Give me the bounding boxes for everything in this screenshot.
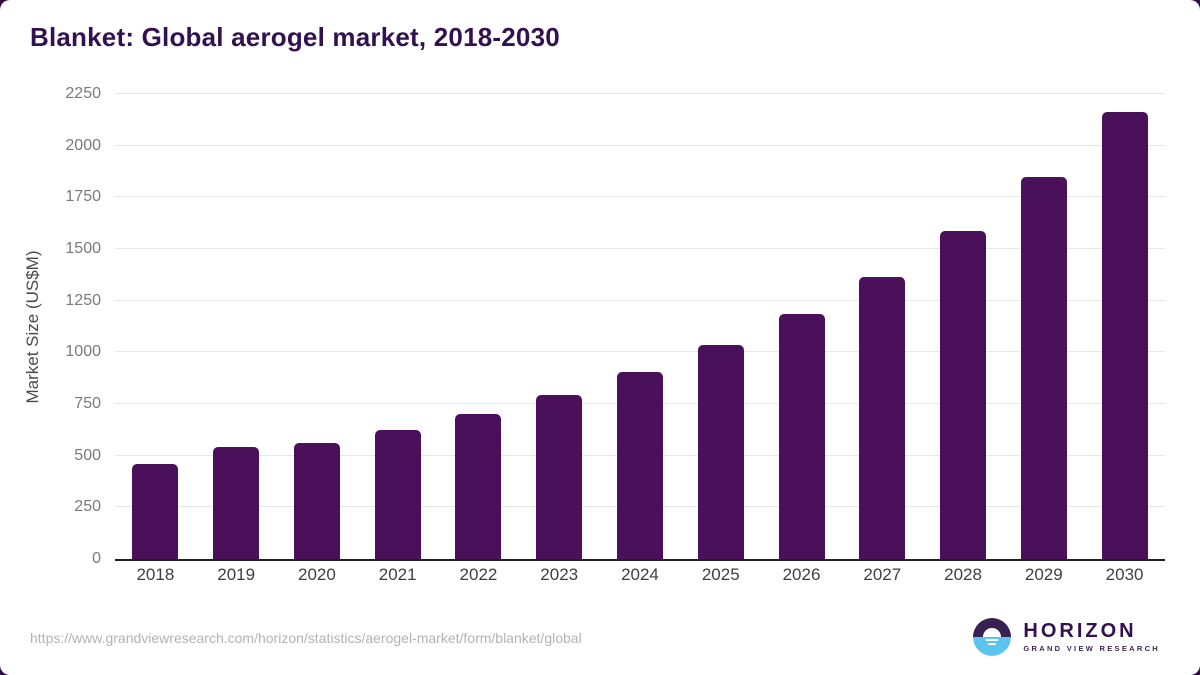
source-url: https://www.grandviewresearch.com/horizo… [30, 630, 582, 646]
bar-slot-2025 [680, 94, 761, 559]
bar-slot-2027 [842, 94, 923, 559]
x-tick-label-2026: 2026 [782, 565, 821, 584]
y-tick-label-2250: 2250 [65, 85, 101, 102]
bar-2024 [616, 371, 663, 559]
x-tick-label-2021: 2021 [378, 565, 417, 584]
chart-title: Blanket: Global aerogel market, 2018-203… [30, 22, 560, 52]
x-tick-label-2023: 2023 [540, 565, 579, 584]
x-axis-labels: 2018 2019 2020 2021 2022 2023 2024 2025 2026 2027… [115, 565, 1165, 585]
x-tick-label-2025: 2025 [701, 565, 740, 584]
y-tick-label-1500: 1500 [65, 240, 101, 257]
bar-slot-2021 [357, 94, 438, 559]
gridline-1000 [115, 351, 1165, 353]
bar-slot-2026 [761, 94, 842, 559]
bar-2021 [374, 429, 421, 559]
gridline-2000 [115, 144, 1165, 146]
bar-slot-2030 [1084, 94, 1165, 559]
y-axis-label: Market Size (US$M) [23, 249, 42, 404]
bar-2026 [778, 314, 825, 559]
bar-slot-2024 [600, 94, 681, 559]
logo-sub-brand: GRAND VIEW RESEARCH [1023, 644, 1160, 654]
x-tick-label-2022: 2022 [459, 565, 498, 584]
logo-text: HORIZON GRAND VIEW RESEARCH [1023, 621, 1160, 653]
y-tick-label-0: 0 [92, 550, 101, 567]
bar-2027 [859, 276, 906, 559]
gridline-1250 [115, 299, 1165, 301]
gridline-1500 [115, 248, 1165, 249]
bar-2020 [293, 443, 340, 559]
bar-2030 [1101, 111, 1148, 559]
bar-slot-2023 [519, 94, 600, 559]
gridline-1750 [115, 196, 1165, 198]
bar-slot-2018 [115, 94, 196, 559]
x-tick-label-2024: 2024 [621, 565, 659, 584]
y-tick-label-500: 500 [74, 446, 101, 464]
sun-icon [983, 628, 1002, 637]
bar-2025 [697, 345, 744, 559]
y-tick-label-250: 250 [74, 498, 101, 516]
wave-line-icon [988, 643, 997, 645]
bar-slot-2029 [1003, 94, 1084, 559]
wave-line-icon [985, 639, 999, 641]
bar-slot-2028 [923, 94, 1004, 559]
y-tick-label-2000: 2000 [65, 136, 101, 154]
y-tick-label-1250: 1250 [65, 291, 101, 309]
y-tick-label-1000: 1000 [65, 343, 101, 361]
sunrise-circle-icon [973, 618, 1012, 656]
bar-2018 [132, 463, 179, 559]
plot-area: Market Size (US$M) 0 250 500 750 1000 1250 150… [23, 86, 1165, 567]
bar-2022 [455, 414, 502, 559]
x-tick-label-2029: 2029 [1024, 565, 1063, 584]
x-tick-label-2020: 2020 [298, 565, 336, 584]
bar-slot-2020 [277, 94, 358, 559]
horizon-logo: HORIZON GRAND VIEW RESEARCH [973, 618, 1160, 656]
x-tick-label-2019: 2019 [217, 565, 256, 584]
bar-slot-2019 [196, 94, 277, 559]
x-tick-label-2018: 2018 [136, 565, 175, 584]
x-tick-label-2030: 2030 [1105, 565, 1144, 584]
y-tick-label-1750: 1750 [65, 188, 101, 206]
bar-slot-2022 [438, 94, 519, 559]
logo-brand: HORIZON [1023, 620, 1137, 643]
bar-2023 [536, 394, 583, 559]
y-tick-label-750: 750 [74, 395, 101, 412]
bar-2019 [213, 447, 260, 559]
bars-row [115, 94, 1165, 559]
gridline-2250 [115, 93, 1165, 94]
bar-2028 [940, 231, 987, 559]
x-tick-label-2027: 2027 [863, 565, 902, 584]
x-tick-label-2028: 2028 [944, 565, 982, 584]
bar-2029 [1020, 176, 1067, 559]
